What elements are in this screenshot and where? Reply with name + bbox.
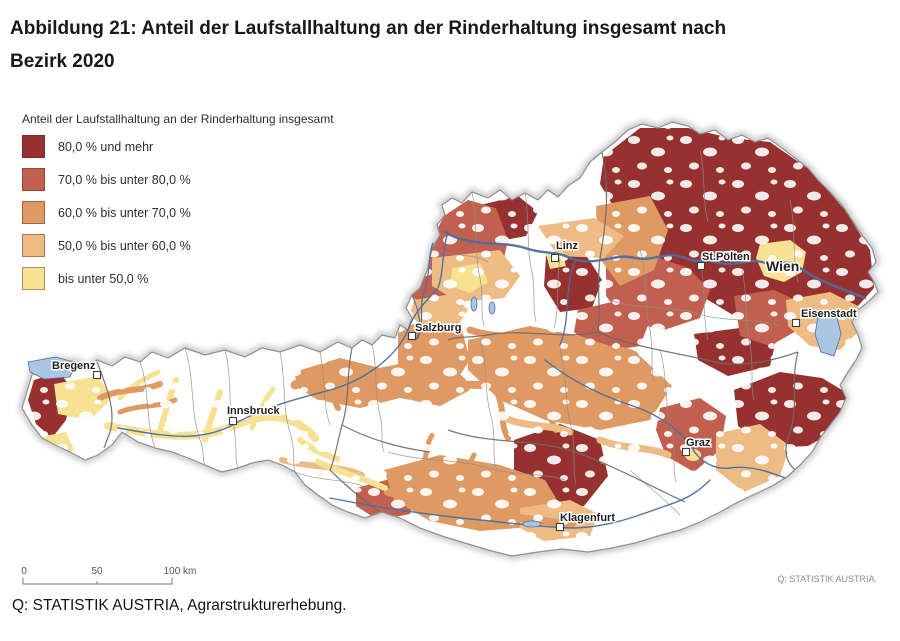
- city-label: Graz: [686, 437, 711, 449]
- district-boundaries: [139, 149, 799, 516]
- city-marker: [791, 318, 801, 328]
- lake-traunsee: [488, 301, 496, 315]
- legend-swatch-70-80: [22, 168, 45, 191]
- map-legend: Anteil der Laufstallhaltung an der Rinde…: [22, 112, 334, 300]
- figure-title: Abbildung 21: Anteil der Laufstallhaltun…: [10, 12, 880, 78]
- legend-swatch-60-70: [22, 201, 45, 224]
- city-marker: [681, 447, 691, 457]
- scale-tick-0: 0: [21, 566, 27, 577]
- city-linz: Linz: [550, 239, 580, 263]
- legend-swatch-50-60: [22, 234, 45, 257]
- city-marker: [228, 416, 238, 426]
- city-klagenfurt: Klagenfurt: [555, 511, 617, 532]
- legend-item-80-plus: 80,0 % und mehr: [22, 135, 334, 158]
- lake-neusiedl: [814, 313, 842, 357]
- scale-bar-line: [22, 578, 173, 585]
- map-svg: Bregenz Innsbruck Salzburg Linz St.Pölte…: [17, 117, 883, 585]
- city-st-poelten: St.Pölten: [696, 250, 751, 271]
- legend-item-60-70: 60,0 % bis unter 70,0 %: [22, 201, 334, 224]
- city-label: St.Pölten: [702, 251, 750, 263]
- figure-title-line2: Bezirk 2020: [10, 51, 115, 72]
- austria-choropleth-map: Bregenz Innsbruck Salzburg Linz St.Pölte…: [0, 105, 900, 590]
- city-marker: [407, 331, 417, 341]
- legend-item-under-50: bis unter 50,0 %: [22, 267, 334, 290]
- river-mur: [544, 359, 786, 479]
- city-layer: Bregenz Innsbruck Salzburg Linz St.Pölte…: [51, 239, 858, 532]
- city-innsbruck: Innsbruck: [226, 404, 282, 426]
- river-danube: [443, 230, 867, 300]
- austria-national-border: [21, 121, 879, 557]
- city-marker: [550, 253, 560, 263]
- legend-label: 70,0 % bis unter 80,0 %: [58, 172, 191, 187]
- city-label: Salzburg: [415, 322, 461, 334]
- city-bregenz: Bregenz: [51, 359, 102, 380]
- figure-title-line1: Abbildung 21: Anteil der Laufstallhaltun…: [10, 18, 727, 39]
- legend-label: 60,0 % bis unter 70,0 %: [58, 205, 191, 220]
- city-marker: [92, 370, 102, 380]
- legend-item-50-60: 50,0 % bis unter 60,0 %: [22, 234, 334, 257]
- lake-constance: [27, 356, 77, 380]
- city-graz: Graz: [681, 436, 712, 457]
- figure-source-caption: Q: STATISTIK AUSTRIA, Agrarstrukturerheb…: [12, 597, 347, 614]
- city-eisenstadt: Eisenstadt: [791, 307, 858, 328]
- legend-label: 50,0 % bis unter 60,0 %: [58, 238, 191, 253]
- scale-bar: 0 50 100 km: [21, 566, 197, 585]
- river-salzach: [417, 242, 434, 339]
- map-source-note: Q: STATISTIK AUSTRIA.: [777, 574, 877, 584]
- city-label: Klagenfurt: [560, 512, 615, 524]
- city-label: Innsbruck: [227, 405, 280, 417]
- legend-item-70-80: 70,0 % bis unter 80,0 %: [22, 168, 334, 191]
- legend-label: 80,0 % und mehr: [58, 139, 154, 154]
- river-enns: [559, 261, 576, 346]
- legend-label: bis unter 50,0 %: [58, 271, 149, 286]
- lake-woerthersee: [522, 520, 542, 528]
- scale-tick-100km: 100 km: [164, 566, 197, 577]
- legend-swatch-80-plus: [22, 135, 45, 158]
- city-wien: Wien: [765, 257, 801, 276]
- legend-title: Anteil der Laufstallhaltung an der Rinde…: [22, 112, 334, 126]
- lake-attersee: [470, 296, 478, 312]
- city-marker: [696, 261, 706, 271]
- city-label: Linz: [556, 240, 578, 252]
- river-inn: [117, 235, 448, 437]
- city-label: Wien: [766, 258, 799, 274]
- city-salzburg: Salzburg: [407, 321, 463, 341]
- city-marker: [555, 522, 565, 532]
- legend-swatch-under-50: [22, 267, 45, 290]
- city-label: Bregenz: [52, 360, 96, 372]
- scale-tick-50: 50: [91, 566, 103, 577]
- city-label: Eisenstadt: [801, 308, 857, 320]
- lakes: [27, 296, 842, 528]
